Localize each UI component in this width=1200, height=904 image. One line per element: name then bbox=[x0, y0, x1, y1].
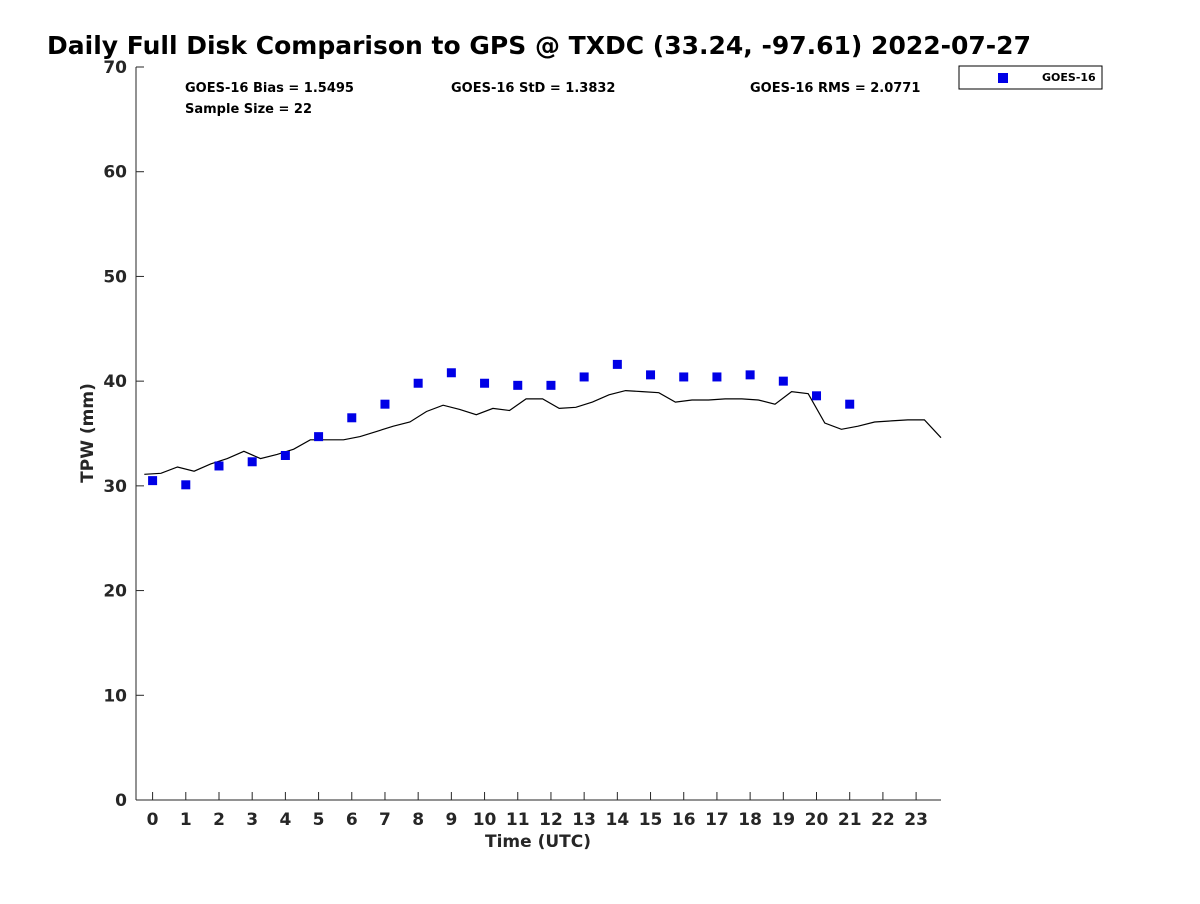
goes16-point bbox=[480, 378, 490, 388]
goes16-point bbox=[612, 359, 622, 369]
x-tick-label: 23 bbox=[904, 810, 928, 830]
y-tick-label: 70 bbox=[103, 58, 127, 78]
x-tick-label: 22 bbox=[871, 810, 895, 830]
bias-annotation: GOES-16 Bias = 1.5495 bbox=[185, 81, 354, 96]
gps-tpw-line bbox=[144, 389, 942, 475]
goes16-point bbox=[579, 372, 589, 382]
legend-label-goes16: GOES-16 bbox=[1042, 71, 1096, 84]
y-tick-label: 30 bbox=[103, 477, 127, 497]
x-tick-label: 1 bbox=[180, 810, 192, 830]
x-tick-label: 0 bbox=[147, 810, 159, 830]
goes16-point bbox=[247, 457, 257, 467]
x-tick-label: 6 bbox=[346, 810, 358, 830]
goes16-point bbox=[646, 370, 656, 380]
goes16-point bbox=[812, 391, 822, 401]
goes16-point bbox=[413, 378, 423, 388]
x-tick-label: 3 bbox=[246, 810, 258, 830]
x-tick-label: 15 bbox=[639, 810, 663, 830]
y-axis: 0 10 20 30 40 50 60 70 bbox=[103, 58, 144, 811]
goes16-point bbox=[214, 461, 224, 471]
goes16-point bbox=[679, 372, 689, 382]
x-tick-label: 12 bbox=[539, 810, 563, 830]
legend-box bbox=[958, 65, 1103, 90]
goes16-point bbox=[181, 480, 191, 490]
y-tick-label: 0 bbox=[115, 791, 127, 811]
y-tick-label: 50 bbox=[103, 267, 127, 287]
x-tick-label: 20 bbox=[805, 810, 829, 830]
x-tick-label: 10 bbox=[473, 810, 497, 830]
x-tick-label: 13 bbox=[572, 810, 596, 830]
goes16-point bbox=[347, 413, 357, 423]
goes16-point bbox=[712, 372, 722, 382]
x-axis: 0 1 2 3 4 5 6 7 8 9 10 11 12 13 14 15 16 17 18 19 20 21 22 23 bbox=[147, 792, 928, 830]
x-tick-label: 17 bbox=[705, 810, 729, 830]
goes16-point bbox=[280, 450, 290, 460]
goes16-series bbox=[148, 359, 855, 490]
goes16-point bbox=[778, 376, 788, 386]
x-tick-label: 18 bbox=[738, 810, 762, 830]
y-tick-label: 20 bbox=[103, 582, 127, 602]
x-tick-label: 11 bbox=[506, 810, 530, 830]
x-tick-label: 9 bbox=[445, 810, 457, 830]
x-tick-label: 8 bbox=[412, 810, 424, 830]
goes16-point bbox=[380, 399, 390, 409]
y-axis-label: TPW (mm) bbox=[78, 383, 98, 483]
x-tick-label: 4 bbox=[279, 810, 291, 830]
goes16-point bbox=[148, 476, 158, 486]
goes16-point bbox=[446, 368, 456, 378]
gps-series bbox=[144, 389, 942, 475]
chart-title: Daily Full Disk Comparison to GPS @ TXDC… bbox=[47, 31, 1031, 60]
x-tick-label: 5 bbox=[313, 810, 325, 830]
goes16-point bbox=[745, 370, 755, 380]
x-tick-label: 19 bbox=[771, 810, 795, 830]
x-tick-label: 7 bbox=[379, 810, 391, 830]
sample-size-annotation: Sample Size = 22 bbox=[185, 102, 312, 117]
goes16-point bbox=[513, 380, 523, 390]
y-tick-label: 40 bbox=[103, 372, 127, 392]
legend-marker-goes16 bbox=[998, 73, 1008, 83]
x-tick-label: 14 bbox=[606, 810, 630, 830]
goes16-point bbox=[314, 432, 324, 442]
y-tick-label: 10 bbox=[103, 686, 127, 706]
x-tick-label: 21 bbox=[838, 810, 862, 830]
legend: GOES-16 bbox=[958, 65, 1103, 90]
std-annotation: GOES-16 StD = 1.3832 bbox=[451, 81, 615, 96]
x-tick-label: 16 bbox=[672, 810, 696, 830]
y-tick-label: 60 bbox=[103, 163, 127, 183]
x-axis-label: Time (UTC) bbox=[485, 832, 591, 852]
goes16-point bbox=[845, 399, 855, 409]
plot-frame bbox=[135, 67, 941, 801]
x-tick-label: 2 bbox=[213, 810, 225, 830]
goes16-point bbox=[546, 380, 556, 390]
rms-annotation: GOES-16 RMS = 2.0771 bbox=[750, 81, 920, 96]
